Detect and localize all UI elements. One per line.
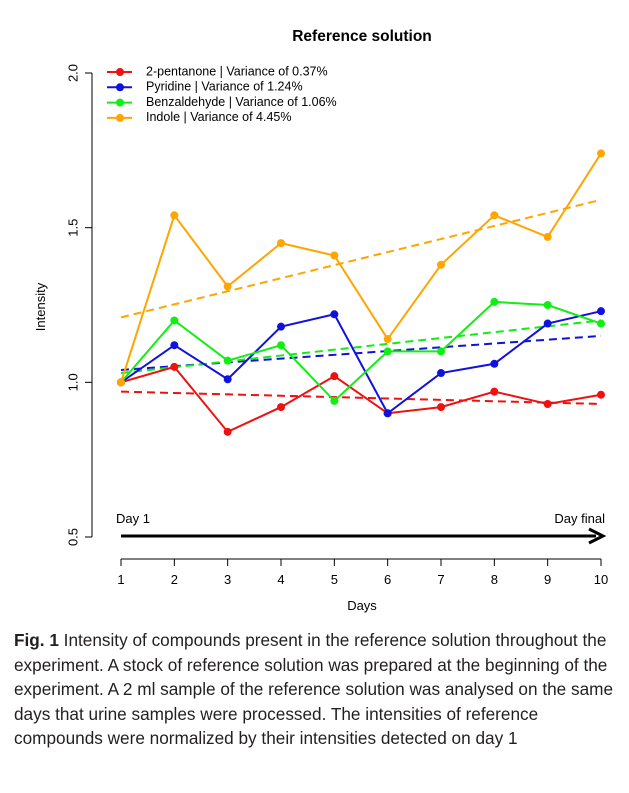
caption-text: Intensity of compounds present in the re… bbox=[14, 630, 614, 748]
trend-line bbox=[120, 198, 602, 319]
data-point bbox=[437, 369, 445, 378]
data-point bbox=[597, 307, 605, 316]
y-tick-label: 1.0 bbox=[65, 373, 80, 391]
series-lines bbox=[117, 149, 605, 436]
data-point bbox=[543, 301, 552, 309]
data-point bbox=[330, 310, 339, 319]
data-point bbox=[330, 372, 339, 381]
caption-label: Fig. 1 bbox=[14, 630, 59, 650]
arrow-start-label: Day 1 bbox=[116, 511, 150, 526]
x-tick-label: 6 bbox=[384, 572, 391, 587]
x-tick-label: 1 bbox=[117, 572, 124, 587]
data-point bbox=[597, 319, 605, 328]
legend-marker bbox=[116, 113, 124, 122]
data-point bbox=[490, 211, 499, 220]
legend-label: 2-pentanone | Variance of 0.37% bbox=[146, 64, 328, 78]
data-point bbox=[277, 322, 285, 331]
trend-line bbox=[120, 319, 602, 375]
legend-label: Pyridine | Variance of 1.24% bbox=[146, 80, 303, 94]
arrow-end-label: Day final bbox=[554, 511, 605, 526]
y-tick-label: 2.0 bbox=[65, 64, 80, 82]
data-point bbox=[330, 396, 339, 405]
data-point bbox=[170, 362, 179, 371]
data-point bbox=[490, 359, 499, 368]
legend-marker bbox=[116, 68, 124, 76]
data-point bbox=[277, 341, 285, 350]
chart-title: Reference solution bbox=[292, 28, 432, 45]
data-point bbox=[543, 319, 552, 328]
data-point bbox=[170, 316, 179, 325]
legend: 2-pentanone | Variance of 0.37% Pyridine … bbox=[107, 64, 337, 124]
arrow-head bbox=[588, 527, 607, 545]
x-tick-label: 5 bbox=[331, 572, 338, 587]
x-tick-label: 10 bbox=[594, 572, 608, 587]
trend-lines bbox=[120, 198, 602, 405]
data-point bbox=[170, 211, 179, 220]
chart: Reference solution Intensity Days 0.5 1.0… bbox=[33, 28, 608, 613]
axes: 0.5 1.0 1.5 2.0 1 2 3 4 5 6 7 8 9 10 bbox=[65, 64, 608, 587]
data-point bbox=[543, 399, 552, 408]
x-tick-label: 4 bbox=[277, 572, 284, 587]
legend-marker bbox=[116, 98, 124, 107]
data-point bbox=[117, 378, 125, 387]
data-point bbox=[543, 232, 552, 241]
series-line bbox=[120, 365, 602, 434]
y-tick-label: 1.5 bbox=[65, 219, 80, 237]
legend-label: Indole | Variance of 4.45% bbox=[146, 110, 291, 124]
trend-line bbox=[120, 390, 602, 405]
data-point bbox=[437, 260, 445, 269]
data-point bbox=[597, 149, 605, 158]
data-point bbox=[223, 282, 232, 291]
data-point bbox=[277, 403, 285, 412]
data-point bbox=[223, 427, 232, 436]
x-tick-label: 2 bbox=[171, 572, 178, 587]
data-point bbox=[490, 387, 499, 396]
data-point bbox=[383, 409, 392, 418]
y-axis-label: Intensity bbox=[33, 282, 48, 331]
data-point bbox=[383, 335, 392, 344]
legend-marker bbox=[116, 83, 124, 92]
y-tick-label: 0.5 bbox=[65, 528, 80, 546]
data-point bbox=[437, 347, 445, 356]
legend-label: Benzaldehyde | Variance of 1.06% bbox=[146, 95, 337, 109]
x-tick-label: 8 bbox=[491, 572, 498, 587]
data-point bbox=[223, 356, 232, 365]
series-line bbox=[120, 300, 602, 403]
data-point bbox=[597, 390, 605, 399]
series-line bbox=[120, 310, 602, 415]
data-point bbox=[277, 239, 285, 248]
data-point bbox=[330, 251, 339, 260]
data-point bbox=[490, 297, 499, 306]
figure-caption: Fig. 1 Intensity of compounds present in… bbox=[14, 628, 620, 751]
x-tick-label: 9 bbox=[544, 572, 551, 587]
x-axis-label: Days bbox=[347, 598, 377, 613]
x-tick-label: 3 bbox=[224, 572, 231, 587]
data-point bbox=[223, 375, 232, 384]
x-tick-label: 7 bbox=[437, 572, 444, 587]
series-line bbox=[120, 152, 602, 383]
day-arrow: Day 1 Day final bbox=[116, 511, 607, 545]
data-point bbox=[437, 403, 445, 412]
data-point bbox=[383, 347, 392, 356]
data-point bbox=[170, 341, 179, 350]
